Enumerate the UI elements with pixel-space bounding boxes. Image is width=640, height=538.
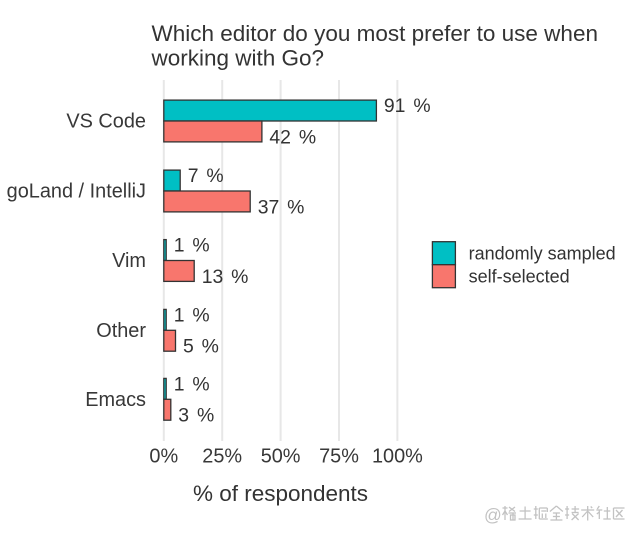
svg-text:VS Code: VS Code bbox=[66, 111, 146, 133]
svg-text:Other: Other bbox=[96, 320, 146, 342]
svg-text:13 %: 13 % bbox=[202, 266, 249, 288]
svg-text:Emacs: Emacs bbox=[85, 389, 146, 411]
svg-text:@: @ bbox=[484, 505, 502, 525]
svg-text:75%: 75% bbox=[319, 446, 359, 468]
svg-text:Which editor do you most prefe: Which editor do you most prefer to use w… bbox=[152, 21, 598, 46]
svg-text:working with Go?: working with Go? bbox=[151, 46, 325, 71]
svg-text:42 %: 42 % bbox=[269, 126, 316, 148]
svg-text:50%: 50% bbox=[261, 446, 301, 468]
svg-text:Vim: Vim bbox=[112, 250, 146, 272]
svg-text:100%: 100% bbox=[372, 446, 423, 468]
svg-text:91 %: 91 % bbox=[384, 95, 431, 117]
svg-text:1 %: 1 % bbox=[174, 373, 210, 395]
svg-text:5 %: 5 % bbox=[183, 336, 219, 358]
svg-text:25%: 25% bbox=[202, 446, 242, 468]
svg-text:self-selected: self-selected bbox=[469, 267, 570, 287]
svg-text:7 %: 7 % bbox=[188, 165, 224, 187]
svg-text:0%: 0% bbox=[149, 446, 178, 468]
svg-text:goLand / IntelliJ: goLand / IntelliJ bbox=[7, 181, 146, 203]
svg-text:1 %: 1 % bbox=[174, 235, 210, 257]
svg-text:3 %: 3 % bbox=[178, 405, 214, 427]
svg-text:% of respondents: % of respondents bbox=[193, 481, 368, 506]
svg-text:randomly sampled: randomly sampled bbox=[469, 244, 616, 264]
svg-text:1 %: 1 % bbox=[174, 304, 210, 326]
svg-text:37 %: 37 % bbox=[258, 196, 305, 218]
